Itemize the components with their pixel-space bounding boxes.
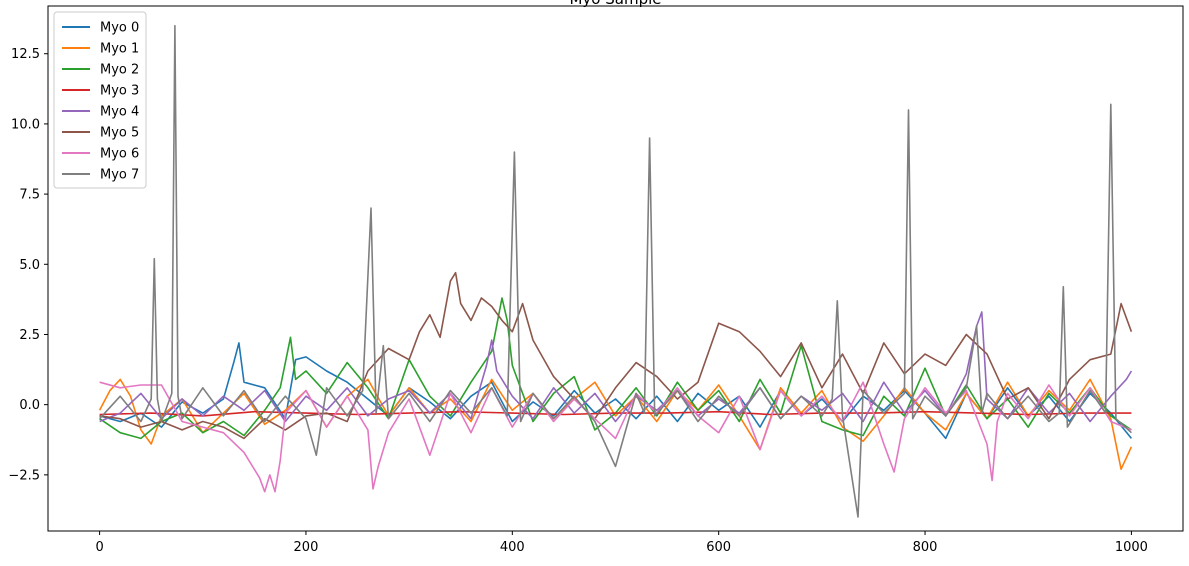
- legend-box: [53, 11, 147, 189]
- x-tick-label: 800: [913, 540, 938, 555]
- series-line-myo-7: [99, 24, 1132, 518]
- y-tick-label: −2.5: [8, 468, 40, 483]
- series-line-myo-4: [99, 311, 1133, 423]
- x-tick-label: 200: [294, 540, 319, 555]
- legend-label: Myo 7: [100, 168, 139, 183]
- x-tick-label: 0: [95, 540, 103, 555]
- legend: Myo 0 Myo 1 Myo 2 Myo 3 Myo 4 Myo 5 Myo 6 Myo 7: [53, 11, 147, 189]
- legend-label: Myo 5: [100, 126, 139, 141]
- y-axis: −2.5 0.0 2.5 5.0 7.5 10.0 12.5: [8, 47, 48, 483]
- series-layer: [98, 24, 1133, 518]
- x-tick-label: 600: [706, 540, 731, 555]
- x-tick-label: 1000: [1115, 540, 1148, 555]
- chart-title: Myo Sample: [569, 0, 661, 8]
- series-line-myo-1: [98, 378, 1133, 471]
- legend-label: Myo 4: [100, 105, 139, 120]
- y-tick-label: 2.5: [19, 328, 40, 343]
- series-line-myo-5: [99, 271, 1133, 440]
- x-tick-label: 400: [500, 540, 525, 555]
- legend-label: Myo 0: [100, 21, 139, 36]
- y-tick-label: 5.0: [19, 258, 40, 273]
- legend-label: Myo 1: [100, 42, 139, 57]
- legend-label: Myo 6: [100, 147, 139, 162]
- legend-label: Myo 2: [100, 63, 139, 78]
- y-tick-label: 7.5: [19, 188, 40, 203]
- y-tick-label: 0.0: [19, 398, 40, 413]
- x-axis: 0 200 400 600 800 1000: [95, 531, 1148, 555]
- y-tick-label: 10.0: [11, 117, 40, 132]
- legend-label: Myo 3: [100, 84, 139, 99]
- y-tick-label: 12.5: [11, 47, 40, 62]
- plot-frame: [47, 5, 1184, 532]
